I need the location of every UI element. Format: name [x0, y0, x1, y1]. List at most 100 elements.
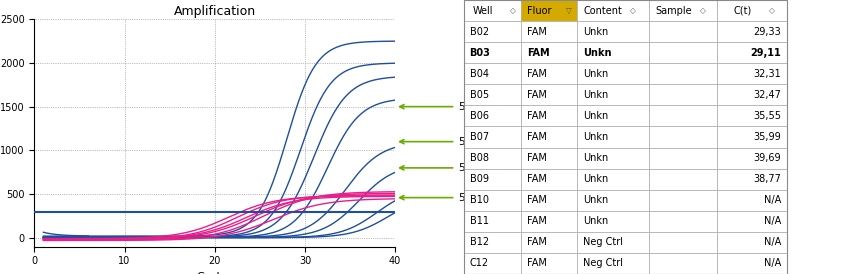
Text: B08: B08	[470, 153, 489, 163]
Bar	[649, 127, 717, 147]
Bar	[521, 105, 577, 127]
Text: FAM: FAM	[527, 216, 547, 226]
Bar	[717, 21, 787, 42]
Bar	[464, 21, 521, 42]
Bar	[717, 42, 787, 63]
Text: Well: Well	[472, 5, 493, 16]
Bar	[464, 211, 521, 232]
Text: 32,47: 32,47	[753, 90, 781, 100]
Text: N/A: N/A	[764, 258, 781, 269]
Bar	[464, 105, 521, 127]
Bar	[521, 0, 577, 21]
Text: FAM: FAM	[527, 90, 547, 100]
Text: B11: B11	[470, 216, 489, 226]
Text: Unkn: Unkn	[583, 132, 609, 142]
Text: ◇: ◇	[700, 6, 706, 15]
Bar	[577, 0, 649, 21]
Bar	[577, 169, 649, 190]
Text: C12: C12	[470, 258, 489, 269]
Bar	[464, 127, 521, 147]
Bar	[577, 63, 649, 84]
Text: B02: B02	[470, 27, 489, 37]
Bar	[521, 127, 577, 147]
Bar	[577, 127, 649, 147]
Bar	[649, 211, 717, 232]
Text: FAM: FAM	[527, 69, 547, 79]
Text: Unkn: Unkn	[583, 174, 609, 184]
Bar	[464, 253, 521, 274]
Text: Unkn: Unkn	[583, 69, 609, 79]
Text: Content: Content	[584, 5, 623, 16]
Bar	[464, 42, 521, 63]
Bar	[649, 0, 717, 21]
Text: FAM: FAM	[527, 111, 547, 121]
Bar	[649, 190, 717, 211]
Bar	[464, 147, 521, 169]
Bar	[577, 232, 649, 253]
Text: FAM: FAM	[527, 195, 547, 205]
Bar	[464, 84, 521, 105]
Text: B05: B05	[470, 90, 489, 100]
Bar	[717, 63, 787, 84]
Text: C(t): C(t)	[733, 5, 752, 16]
Text: N/A: N/A	[764, 195, 781, 205]
Bar	[464, 63, 521, 84]
Text: 5 X 10$^2$ copies: 5 X 10$^2$ copies	[399, 160, 535, 176]
Bar	[521, 232, 577, 253]
Text: 5 X 10$^4$ copies: 5 X 10$^4$ copies	[399, 99, 535, 115]
Text: Unkn: Unkn	[583, 216, 609, 226]
Text: B12: B12	[470, 237, 489, 247]
Bar	[577, 253, 649, 274]
Bar	[521, 253, 577, 274]
Title: Amplification: Amplification	[174, 5, 256, 18]
Text: N/A: N/A	[764, 237, 781, 247]
Bar	[577, 190, 649, 211]
Bar	[521, 63, 577, 84]
Bar	[577, 42, 649, 63]
Text: B03: B03	[470, 48, 490, 58]
Bar	[649, 105, 717, 127]
Text: ◇: ◇	[509, 6, 515, 15]
Text: Unkn: Unkn	[583, 153, 609, 163]
Bar	[577, 84, 649, 105]
Bar	[464, 169, 521, 190]
Text: FAM: FAM	[527, 132, 547, 142]
Text: B07: B07	[470, 132, 489, 142]
X-axis label: Cycles: Cycles	[197, 272, 233, 274]
Text: B09: B09	[470, 174, 489, 184]
Text: N/A: N/A	[764, 216, 781, 226]
Bar	[717, 169, 787, 190]
Text: FAM: FAM	[527, 237, 547, 247]
Text: FAM: FAM	[527, 258, 547, 269]
Text: Unkn: Unkn	[583, 195, 609, 205]
Text: 38,77: 38,77	[753, 174, 781, 184]
Text: 5 X 10$^3$ copies: 5 X 10$^3$ copies	[399, 134, 535, 150]
Bar	[649, 21, 717, 42]
Text: B06: B06	[470, 111, 489, 121]
Bar	[577, 21, 649, 42]
Bar	[464, 232, 521, 253]
Bar	[717, 105, 787, 127]
Text: FAM: FAM	[527, 174, 547, 184]
Text: 29,33: 29,33	[753, 27, 781, 37]
Bar	[717, 232, 787, 253]
Text: Neg Ctrl: Neg Ctrl	[583, 258, 624, 269]
Text: 39,69: 39,69	[753, 153, 781, 163]
Bar	[577, 105, 649, 127]
Text: Unkn: Unkn	[583, 111, 609, 121]
Bar	[521, 211, 577, 232]
Bar	[717, 147, 787, 169]
Bar	[521, 42, 577, 63]
Text: 35,99: 35,99	[753, 132, 781, 142]
Text: Neg Ctrl: Neg Ctrl	[583, 237, 624, 247]
Bar	[717, 253, 787, 274]
Bar	[577, 147, 649, 169]
Bar	[717, 211, 787, 232]
Bar	[464, 0, 787, 274]
Bar	[649, 147, 717, 169]
Bar	[649, 63, 717, 84]
Bar	[521, 169, 577, 190]
Bar	[717, 0, 787, 21]
Text: 32,31: 32,31	[753, 69, 781, 79]
Bar	[521, 190, 577, 211]
